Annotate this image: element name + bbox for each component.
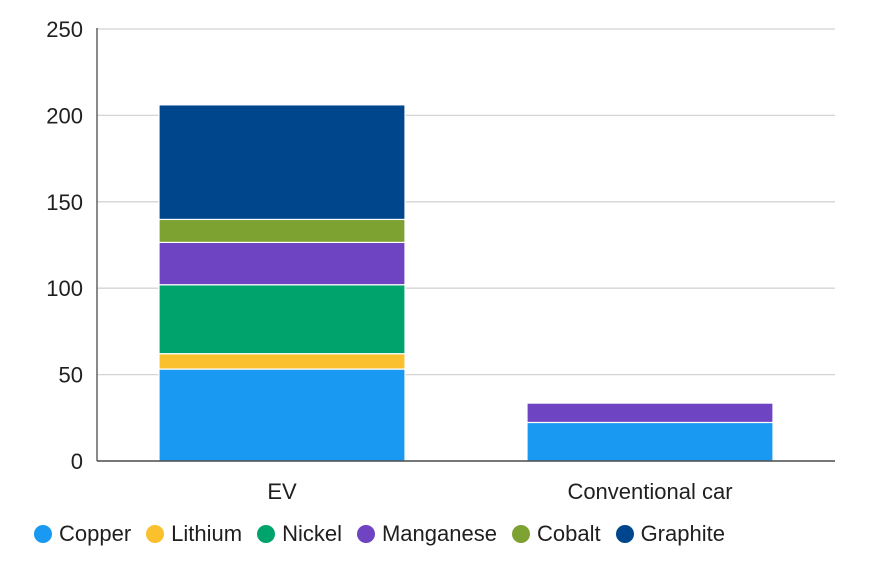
legend-item: Graphite bbox=[615, 521, 725, 547]
y-tick-label: 200 bbox=[46, 103, 83, 128]
axes bbox=[96, 28, 835, 462]
legend-label: Cobalt bbox=[536, 521, 601, 546]
bar-segment-graphite bbox=[158, 104, 406, 221]
bar-segment-nickel bbox=[158, 284, 406, 355]
legend-swatch bbox=[615, 525, 634, 543]
bar-segment-copper bbox=[526, 421, 774, 462]
y-tick-label: 250 bbox=[46, 17, 83, 42]
bar-segment-copper bbox=[158, 368, 406, 462]
legend-swatch bbox=[34, 525, 52, 543]
bar-segment-lithium bbox=[158, 353, 406, 370]
legend-item: Manganese bbox=[356, 521, 497, 547]
category-label: EV bbox=[267, 479, 297, 504]
y-tick-label: 0 bbox=[71, 449, 83, 474]
legend: Copper Lithium Nickel Manganese Cobalt Graphi… bbox=[34, 521, 740, 547]
bar-segment-manganese bbox=[526, 402, 774, 424]
bars bbox=[158, 104, 774, 462]
legend-swatch bbox=[146, 525, 165, 543]
legend-item: Lithium bbox=[146, 521, 242, 547]
legend-label: Manganese bbox=[381, 521, 497, 546]
legend-item: Cobalt bbox=[511, 521, 601, 547]
legend-label: Copper bbox=[59, 521, 132, 546]
y-tick-labels: 0 50 100 150 200 250 bbox=[46, 17, 83, 474]
legend-label: Nickel bbox=[282, 521, 342, 546]
legend-swatch bbox=[511, 525, 530, 543]
y-tick-label: 150 bbox=[46, 190, 83, 215]
y-tick-label: 100 bbox=[46, 276, 83, 301]
legend-label: Lithium bbox=[171, 521, 243, 546]
bar-segment-cobalt bbox=[158, 218, 406, 244]
legend-swatch bbox=[257, 525, 276, 543]
category-label: Conventional car bbox=[567, 479, 732, 504]
legend-label: Graphite bbox=[640, 521, 725, 546]
bar-segment-manganese bbox=[158, 241, 406, 286]
chart-plot: 0 50 100 150 200 250 EV Conventional car bbox=[46, 17, 835, 504]
legend-item: Nickel bbox=[257, 521, 342, 547]
legend-item: Copper bbox=[34, 521, 131, 547]
y-tick-label: 50 bbox=[59, 363, 83, 388]
legend-swatch bbox=[356, 525, 375, 543]
category-labels: EV Conventional car bbox=[267, 479, 732, 504]
